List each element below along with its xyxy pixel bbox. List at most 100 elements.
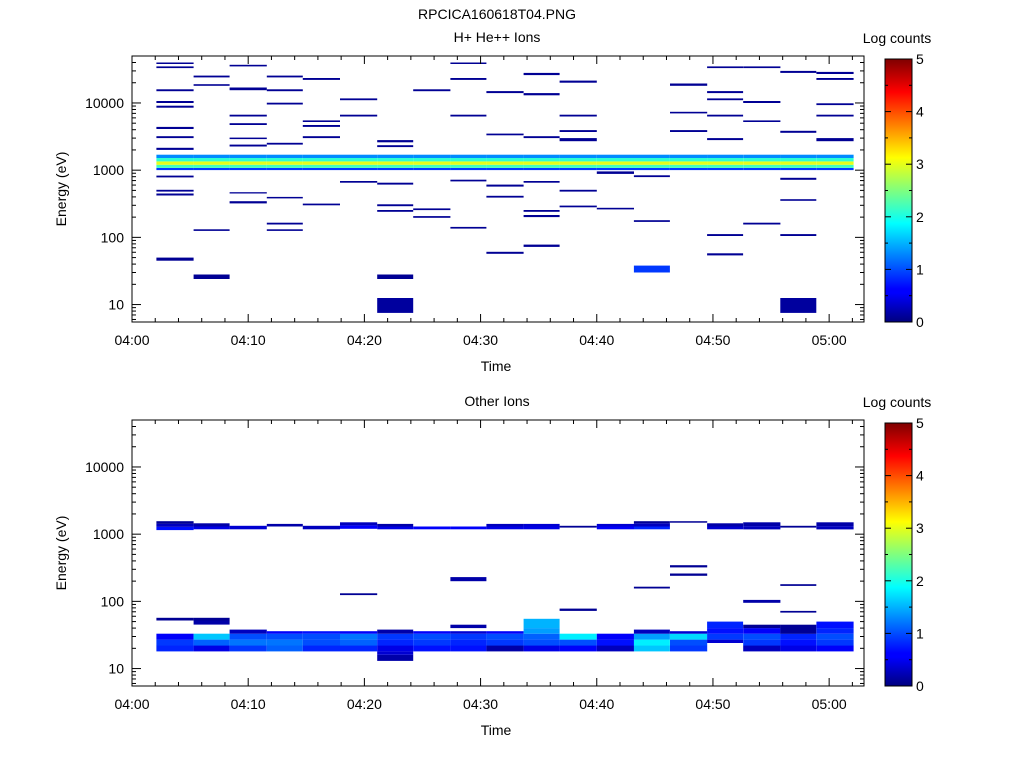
spectrogram-cell (633, 167, 670, 171)
spectrogram-cell (340, 164, 378, 168)
spectrogram-cell (780, 645, 817, 652)
spectrogram-cell (413, 208, 451, 211)
spectrogram-cell (450, 577, 487, 582)
spectrogram-cell (266, 196, 303, 199)
spectrogram-cell (633, 586, 670, 589)
spectrogram-cell (816, 78, 854, 80)
spectrogram-cell (377, 164, 414, 168)
spectrogram-cell (743, 522, 781, 526)
spectrogram-cell (413, 89, 451, 92)
spectrogram-cell (780, 234, 817, 236)
spectrogram-cell (413, 645, 451, 652)
y-tick-label: 10000 (85, 459, 124, 475)
spectrogram-cell (780, 298, 817, 313)
spectrogram-cell (523, 181, 560, 183)
x-tick-label: 04:10 (231, 696, 266, 712)
spectrogram-cell (523, 164, 560, 168)
spectrogram-cell (670, 164, 708, 168)
spectrogram-cell (377, 154, 414, 158)
spectrogram-cell (486, 154, 524, 158)
spectrogram-cell (156, 164, 194, 168)
spectrogram-cell (523, 244, 560, 247)
y-tick-label: 100 (101, 229, 125, 245)
spectrogram-cell (377, 298, 414, 313)
spectrogram-cell (633, 526, 670, 530)
x-tick-label: 04:40 (579, 332, 614, 348)
spectrogram-cell (670, 130, 708, 132)
x-tick-label: 04:50 (695, 696, 730, 712)
spectrogram-cell (266, 222, 303, 225)
spectrogram-cell (596, 161, 634, 165)
spectrogram-cell (780, 154, 817, 158)
spectrogram-cell (559, 80, 597, 83)
spectrogram-cell (156, 126, 194, 129)
spectrogram-cell (486, 631, 524, 634)
spectrogram-cell (193, 164, 230, 168)
spectrogram-cell (486, 184, 524, 187)
spectrogram-cell (523, 93, 560, 96)
spectrogram-cell (707, 621, 744, 629)
spectrogram-cell (816, 103, 854, 106)
spectrogram-cell (816, 154, 854, 158)
spectrogram-cell (193, 617, 230, 621)
spectrogram-cell (266, 523, 303, 527)
spectrogram-cell (156, 617, 194, 621)
spectrogram-cell (450, 645, 487, 652)
spectrogram-cell (523, 639, 560, 646)
spectrogram-cell (670, 645, 708, 652)
spectrogram-cell (156, 633, 194, 640)
spectrogram-cell (523, 645, 560, 652)
spectrogram-cell (523, 161, 560, 165)
spectrogram-cell (193, 154, 230, 158)
spectrogram-cell (559, 525, 597, 528)
spectrogram-cell (266, 639, 303, 646)
colorbar-tick-label: 1 (916, 625, 924, 641)
colorbar-1-label: Log counts (863, 30, 932, 46)
spectrogram-cell (707, 167, 744, 171)
spectrogram-cell (743, 633, 781, 640)
spectrogram-cell (559, 164, 597, 168)
spectrogram-cell (156, 523, 194, 527)
spectrogram-cell (377, 157, 414, 162)
spectrogram-cell (377, 161, 414, 165)
x-tick-label: 04:50 (695, 332, 730, 348)
spectrogram-cell (413, 164, 451, 168)
spectrogram-cell (559, 138, 597, 142)
spectrogram-cell (266, 102, 303, 105)
spectrogram-cell (780, 70, 817, 73)
spectrogram-cell (633, 154, 670, 158)
spectrogram-cell (302, 120, 340, 122)
spectrogram-cell (302, 631, 340, 634)
spectrogram-cell (486, 633, 524, 640)
spectrogram-cell (559, 154, 597, 158)
spectrogram-cell (377, 140, 414, 143)
panel-other-ions: Other Ions 04:00 04:10 04:20 04:30 04:40 04:5… (53, 393, 931, 738)
spectrogram-cell (707, 628, 744, 634)
spectrogram-cell (523, 210, 560, 212)
spectrogram-cell (156, 101, 194, 103)
spectrogram-cell (413, 633, 451, 640)
spectrogram-cell (193, 523, 230, 527)
spectrogram-cell (377, 651, 414, 655)
spectrogram-cell (707, 161, 744, 165)
panel-2-ylabel: Energy (eV) (53, 516, 69, 591)
spectrogram-cell (229, 137, 267, 140)
spectrogram-cell (743, 157, 781, 162)
spectrogram-cell (743, 624, 781, 629)
spectrogram-cell (413, 154, 451, 158)
spectrogram-cell (670, 639, 708, 646)
spectrogram-cell (559, 633, 597, 640)
spectrogram-cell (193, 167, 230, 171)
spectrogram-cell (229, 192, 267, 194)
spectrogram-cell (340, 645, 378, 652)
spectrogram-cell (450, 624, 487, 629)
spectrogram-cell (450, 161, 487, 165)
spectrogram-cell (707, 138, 744, 141)
spectrogram-cell (340, 161, 378, 165)
spectrogram-cell (780, 161, 817, 165)
colorbar-2-ticks: 0 1 2 3 4 5 (885, 415, 924, 694)
spectrogram-cell (670, 573, 708, 576)
spectrogram-cell (193, 84, 230, 86)
spectrogram-cell (229, 167, 267, 171)
spectrogram-cell (302, 164, 340, 168)
